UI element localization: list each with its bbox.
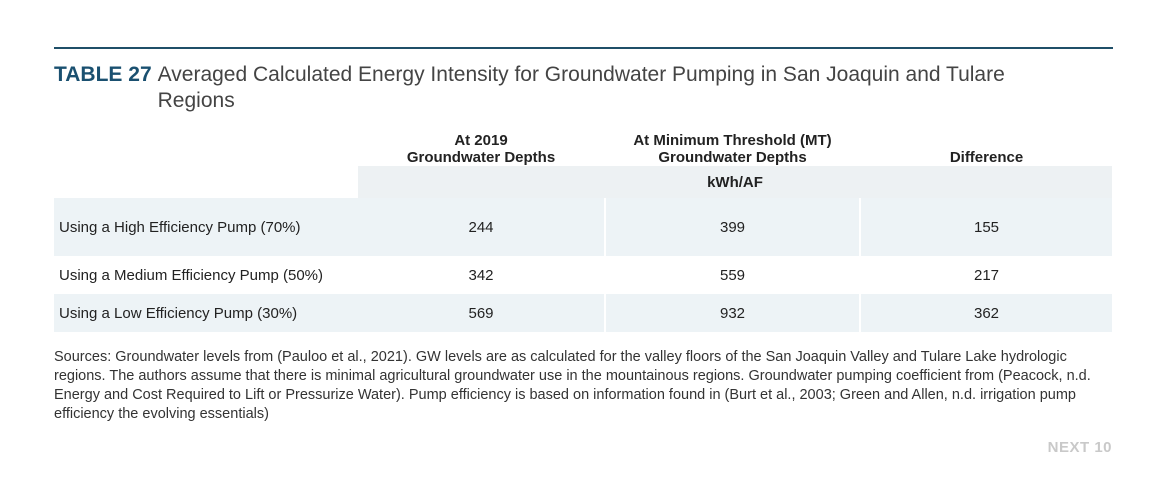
table-title: TABLE 27 Averaged Calculated Energy Inten…: [54, 62, 1113, 114]
cell-difference: 362: [861, 294, 1112, 332]
header-row: At 2019 Groundwater Depths At Minimum Th…: [54, 128, 1112, 166]
header-2019: At 2019 Groundwater Depths: [358, 128, 604, 166]
cell-mt: 559: [719, 266, 746, 284]
cell-2019: 342: [468, 266, 494, 284]
row-label: Using a High Efficiency Pump (70%): [54, 198, 358, 256]
header-2019-line2: Groundwater Depths: [406, 149, 556, 166]
table-row: Using a Low Efficiency Pump (30%) 569 93…: [54, 294, 1112, 332]
table-number: TABLE 27: [54, 63, 152, 86]
cell-mt: 399: [606, 198, 859, 256]
row-label: Using a Low Efficiency Pump (30%): [54, 294, 358, 332]
header-empty: [54, 128, 358, 166]
header-difference: Difference: [861, 128, 1112, 166]
table-row: Using a Medium Efficiency Pump (50%) 342…: [54, 256, 1112, 294]
brand-logo: NEXT 10: [1047, 439, 1112, 456]
table-caption: Averaged Calculated Energy Intensity for…: [157, 63, 1005, 112]
header-mt-line1: At Minimum Threshold (MT): [633, 132, 832, 149]
top-rule: [54, 47, 1113, 49]
cell-difference: 155: [861, 198, 1112, 256]
header-2019-line1: At 2019: [454, 132, 508, 149]
energy-intensity-table: At 2019 Groundwater Depths At Minimum Th…: [54, 128, 1112, 332]
cell-2019: 244: [358, 198, 604, 256]
unit-label: kWh/AF: [358, 166, 1112, 198]
unit-row: kWh/AF: [54, 166, 1112, 198]
header-difference-line2: Difference: [949, 149, 1024, 166]
cell-2019: 569: [358, 294, 604, 332]
cell-difference: 217: [973, 266, 1000, 284]
header-mt: At Minimum Threshold (MT) Groundwater De…: [606, 128, 859, 166]
table-row: Using a High Efficiency Pump (70%) 244 3…: [54, 198, 1112, 256]
sources-note: Sources: Groundwater levels from (Pauloo…: [54, 349, 1091, 422]
header-mt-line2: Groundwater Depths: [658, 149, 807, 166]
cell-mt: 932: [606, 294, 859, 332]
row-label: Using a Medium Efficiency Pump (50%): [59, 266, 323, 284]
